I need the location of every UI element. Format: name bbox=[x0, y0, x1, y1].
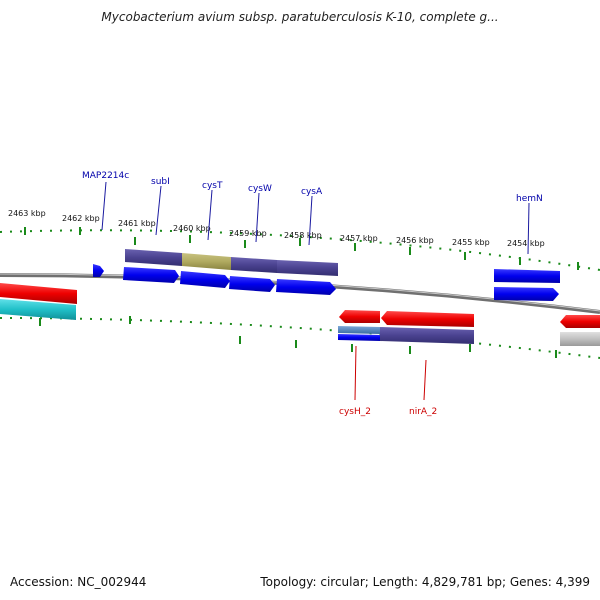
major-ticks bbox=[24, 227, 579, 358]
gene-label-map2214c[interactable]: MAP2214c bbox=[82, 171, 129, 181]
cds-arrow-nira-2[interactable] bbox=[381, 311, 474, 327]
tick-label: 2462 kbp bbox=[62, 214, 100, 223]
cds-arrow-cysh-2[interactable] bbox=[339, 310, 380, 323]
cds-arrow-hemn[interactable] bbox=[494, 287, 559, 301]
cds-arrow-cysa[interactable] bbox=[276, 279, 336, 295]
tick-label: 2457 kbp bbox=[340, 234, 378, 243]
cds-arrow-hemn-top[interactable] bbox=[494, 269, 560, 283]
cds-arrow-right-edge[interactable] bbox=[560, 315, 600, 328]
top-leader-lines bbox=[101, 181, 530, 255]
tick-label: 2459 kbp bbox=[229, 229, 267, 238]
forward-cog-band bbox=[125, 249, 338, 276]
outer-tick-ring bbox=[0, 229, 600, 271]
gene-label-cysa[interactable]: cysA bbox=[301, 187, 323, 197]
gene-label-cysw[interactable]: cysW bbox=[248, 184, 272, 194]
tick-label: 2454 kbp bbox=[507, 239, 545, 248]
inner-tick-ring bbox=[0, 317, 600, 359]
cds-arrow-map2214c[interactable] bbox=[93, 264, 104, 277]
tick-label: 2456 kbp bbox=[396, 236, 434, 245]
gene-label-cysh-2[interactable]: cysH_2 bbox=[339, 407, 371, 417]
cds-arrow-cyst[interactable] bbox=[180, 271, 230, 288]
gene-label-cyst[interactable]: cysT bbox=[202, 181, 223, 191]
gene-label-nira-2[interactable]: nirA_2 bbox=[409, 407, 437, 417]
gene-label-hemn[interactable]: hemN bbox=[516, 194, 543, 204]
left-edge-features bbox=[0, 283, 77, 320]
tick-label: 2461 kbp bbox=[118, 219, 156, 228]
topology-info: Topology: circular; Length: 4,829,781 bp… bbox=[260, 575, 590, 589]
tick-label: 2460 kbp bbox=[173, 224, 211, 233]
tick-label: 2458 kbp bbox=[284, 231, 322, 240]
reverse-cog-band bbox=[338, 326, 600, 346]
cds-arrow-subi[interactable] bbox=[123, 267, 179, 283]
accession-label: Accession: NC_002944 bbox=[10, 575, 147, 589]
reverse-cds-arrows bbox=[339, 310, 600, 328]
cds-arrow-cysw[interactable] bbox=[229, 276, 275, 292]
tick-label: 2455 kbp bbox=[452, 238, 490, 247]
map-title: Mycobacterium avium subsp. paratuberculo… bbox=[101, 10, 499, 24]
bottom-leader-lines bbox=[354, 345, 427, 401]
forward-cds-arrows bbox=[93, 264, 560, 301]
gene-label-subi[interactable]: subI bbox=[151, 177, 170, 187]
tick-label: 2463 kbp bbox=[8, 209, 46, 218]
